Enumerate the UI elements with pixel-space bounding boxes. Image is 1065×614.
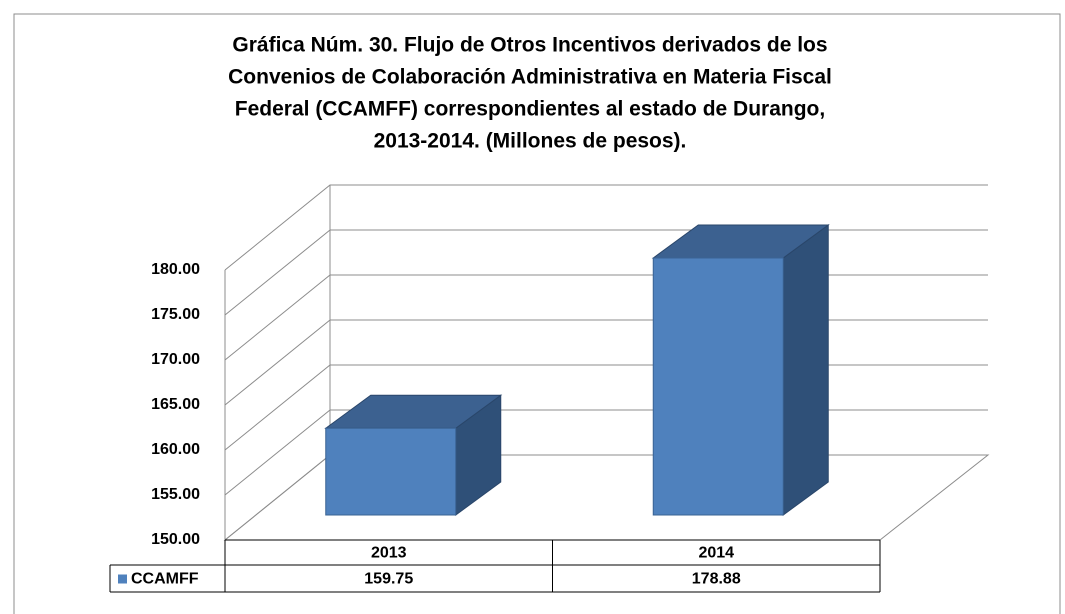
y-tick-label: 150.00 bbox=[151, 531, 200, 548]
bar bbox=[325, 427, 457, 516]
chart-title: Convenios de Colaboración Administrativa… bbox=[228, 66, 832, 89]
legend-key bbox=[118, 574, 127, 584]
table-value: 159.75 bbox=[364, 571, 413, 588]
table-value: 178.88 bbox=[692, 571, 741, 588]
y-tick-label: 170.00 bbox=[151, 351, 200, 368]
y-tick-label: 165.00 bbox=[151, 396, 200, 413]
y-tick-label: 175.00 bbox=[151, 306, 200, 323]
grid-line bbox=[224, 184, 988, 271]
x-tick-label: 2014 bbox=[698, 545, 734, 562]
bar-side bbox=[782, 223, 829, 516]
legend-label: CCAMFF bbox=[131, 571, 199, 588]
x-tick-label: 2013 bbox=[371, 545, 407, 562]
y-tick-label: 160.00 bbox=[151, 441, 200, 458]
y-tick-label: 155.00 bbox=[151, 486, 200, 503]
chart-title: Gráfica Núm. 30. Flujo de Otros Incentiv… bbox=[232, 34, 827, 57]
chart-title: Federal (CCAMFF) correspondientes al est… bbox=[235, 98, 825, 121]
chart-title: 2013-2014. (Millones de pesos). bbox=[374, 130, 687, 153]
y-tick-label: 180.00 bbox=[151, 261, 200, 278]
bar bbox=[652, 257, 784, 516]
